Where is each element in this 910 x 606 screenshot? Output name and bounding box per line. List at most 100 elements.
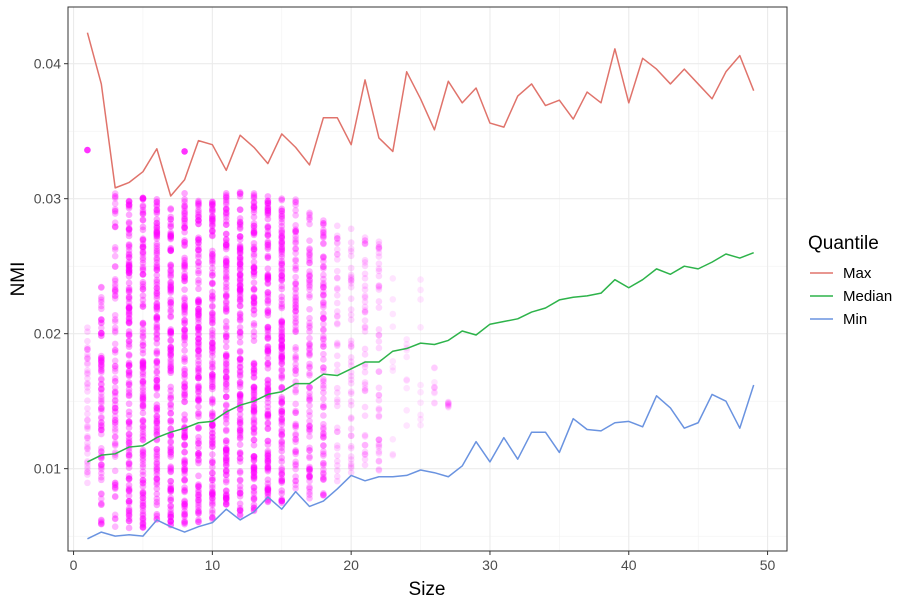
- scatter-point: [181, 330, 188, 338]
- scatter-point: [320, 424, 327, 431]
- scatter-point: [278, 222, 286, 230]
- scatter-point: [125, 499, 133, 507]
- scatter-point: [375, 238, 383, 245]
- scatter-point: [292, 300, 299, 308]
- scatter-point: [347, 372, 355, 380]
- scatter-point: [264, 193, 272, 200]
- scatter-point: [278, 333, 286, 340]
- scatter-point: [264, 227, 272, 235]
- scatter-point: [139, 422, 147, 430]
- scatter-point: [111, 286, 119, 294]
- scatter-point: [278, 261, 286, 269]
- scatter-point: [111, 481, 119, 489]
- scatter-point: [98, 375, 105, 383]
- scatter-point: [320, 491, 327, 499]
- scatter-point: [84, 344, 91, 351]
- scatter-point: [167, 345, 175, 353]
- scatter-point: [333, 235, 341, 242]
- scatter-point: [236, 356, 244, 364]
- scatter-point: [264, 399, 272, 406]
- scatter-point: [195, 457, 202, 464]
- scatter-point: [306, 268, 313, 275]
- scatter-point: [278, 398, 286, 405]
- scatter-point: [209, 439, 216, 447]
- scatter-point: [445, 401, 452, 409]
- scatter-point: [195, 410, 202, 418]
- scatter-point: [125, 260, 133, 267]
- scatter-point: [278, 408, 286, 415]
- scatter-point: [153, 202, 161, 210]
- scatter-point: [84, 434, 91, 442]
- scatter-point: [250, 206, 258, 214]
- scatter-point: [264, 265, 272, 272]
- scatter-point: [306, 364, 313, 372]
- scatter-point: [264, 437, 272, 445]
- scatter-point: [153, 324, 161, 332]
- scatter-point: [278, 353, 286, 361]
- scatter-point: [333, 428, 341, 436]
- scatter-point: [111, 246, 119, 254]
- scatter-point: [264, 308, 272, 316]
- scatter-point: [278, 343, 286, 350]
- scatter-point: [181, 389, 188, 397]
- scatter-point: [278, 495, 286, 503]
- scatter-point: [222, 190, 230, 197]
- scatter-point: [139, 373, 147, 381]
- scatter-point: [250, 295, 258, 302]
- scatter-point: [292, 343, 299, 351]
- scatter-point: [111, 219, 119, 226]
- scatter-point: [153, 292, 161, 300]
- scatter-point: [320, 226, 327, 234]
- scatter-point: [125, 314, 133, 322]
- scatter-point: [167, 510, 175, 518]
- scatter-point: [264, 326, 272, 333]
- scatter-point: [236, 381, 244, 388]
- scatter-point: [139, 471, 147, 479]
- scatter-point: [333, 462, 341, 469]
- scatter-point: [333, 396, 341, 403]
- scatter-point: [195, 310, 202, 318]
- scatter-point: [236, 285, 244, 293]
- scatter-point: [278, 490, 286, 497]
- scatter-point: [375, 405, 383, 412]
- scatter-point: [125, 261, 133, 269]
- scatter-point: [167, 400, 175, 408]
- scatter-point: [222, 380, 230, 388]
- scatter-point: [306, 466, 313, 473]
- scatter-point: [84, 369, 91, 376]
- scatter-point: [181, 204, 188, 212]
- scatter-point: [320, 492, 327, 499]
- scatter-point: [181, 317, 188, 324]
- scatter-point: [236, 236, 244, 243]
- scatter-point: [181, 507, 188, 515]
- scatter-point: [125, 294, 133, 301]
- scatter-point: [222, 236, 230, 244]
- scatter-point: [292, 460, 299, 468]
- scatter-point: [250, 436, 258, 444]
- scatter-point: [139, 194, 147, 202]
- scatter-point: [250, 420, 258, 428]
- scatter-point: [222, 466, 230, 474]
- scatter-point: [111, 194, 119, 202]
- scatter-point: [278, 374, 286, 382]
- scatter-point: [195, 246, 202, 253]
- scatter-point: [347, 279, 355, 287]
- scatter-point: [306, 426, 313, 433]
- scatter-point: [250, 252, 258, 260]
- scatter-point: [125, 211, 133, 219]
- scatter-point: [278, 195, 286, 202]
- scatter-point: [111, 223, 119, 230]
- scatter-point: [250, 469, 258, 476]
- scatter-point: [278, 247, 286, 254]
- scatter-point: [306, 237, 313, 244]
- scatter-point: [222, 439, 230, 447]
- scatter-point: [98, 329, 105, 337]
- scatter-point: [195, 319, 202, 327]
- scatter-point: [125, 330, 133, 338]
- scatter-point: [264, 238, 272, 245]
- scatter-point: [153, 315, 161, 323]
- scatter-point: [195, 364, 202, 372]
- scatter-point: [306, 286, 313, 293]
- scatter-point: [236, 507, 244, 514]
